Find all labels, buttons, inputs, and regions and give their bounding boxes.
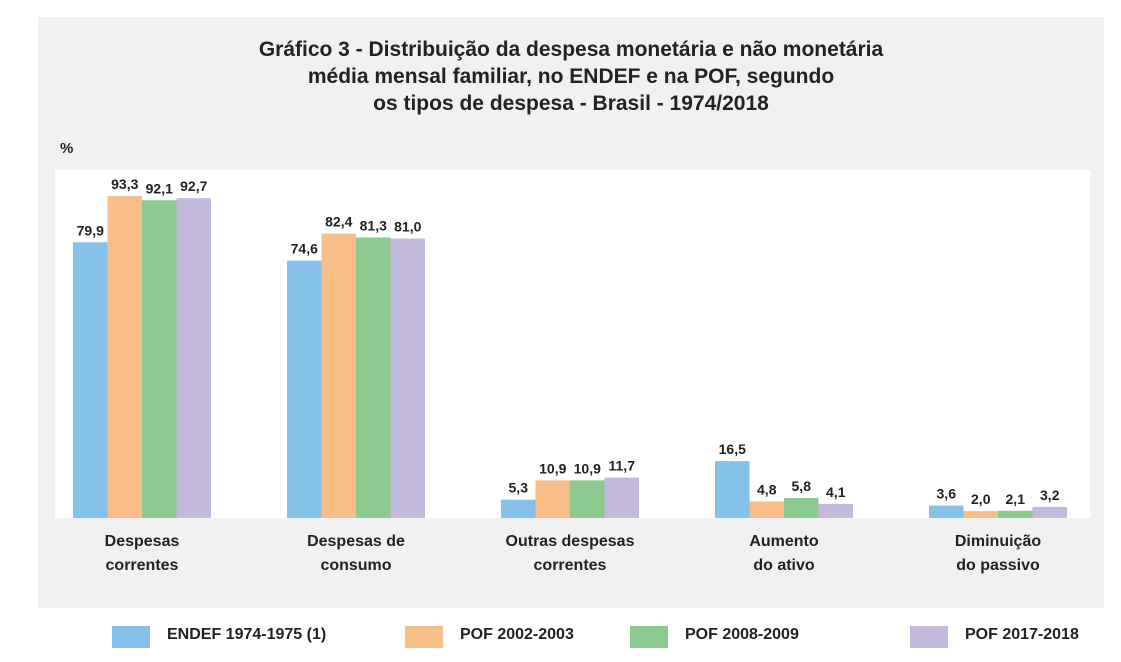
bar [963, 511, 998, 518]
data-label: 11,7 [609, 458, 636, 474]
bar [356, 237, 391, 518]
legend-swatch [910, 626, 948, 648]
data-label: 92,1 [146, 180, 173, 196]
bar [929, 505, 964, 518]
bar [107, 196, 142, 519]
data-label: 2,1 [1006, 491, 1026, 507]
bar [321, 233, 356, 518]
x-tick-label: Diminuição do passivo [954, 533, 1042, 574]
bar [749, 501, 784, 518]
data-label: 4,8 [757, 481, 777, 497]
data-label: 10,9 [574, 460, 601, 476]
bar [390, 238, 425, 519]
bar [818, 503, 853, 518]
bar [501, 499, 536, 518]
data-label: 2,0 [971, 491, 991, 507]
data-label: 3,2 [1040, 487, 1060, 503]
data-label: 5,8 [792, 478, 812, 494]
data-label: 82,4 [325, 214, 352, 230]
x-tick-label: Despesas correntes [104, 533, 180, 574]
x-tick-label: Despesas de consumo [307, 533, 405, 574]
legend-swatch [630, 626, 668, 648]
chart-title: Gráfico 3 - Distribuição da despesa mone… [258, 38, 884, 115]
bar [73, 242, 108, 518]
data-label: 3,6 [937, 486, 957, 502]
bar [998, 510, 1033, 518]
x-tick-label: Aumento do ativo [749, 533, 819, 574]
legend-label: POF 2002-2003 [460, 626, 574, 643]
plot-area [55, 170, 1090, 518]
bar [535, 480, 570, 518]
legend-label: ENDEF 1974-1975 (1) [167, 626, 327, 643]
bar [142, 200, 177, 518]
data-label: 74,6 [291, 241, 318, 257]
data-label: 81,3 [360, 218, 387, 234]
bar [1032, 506, 1067, 518]
bar [715, 461, 750, 518]
bar [570, 480, 605, 518]
bar [176, 198, 211, 518]
data-label: 5,3 [509, 480, 529, 496]
data-label: 92,7 [180, 178, 207, 194]
data-label: 93,3 [111, 176, 138, 192]
data-label: 10,9 [539, 460, 566, 476]
legend-label: POF 2017-2018 [965, 626, 1079, 643]
legend-swatch [405, 626, 443, 648]
data-label: 81,0 [394, 219, 421, 235]
bar [604, 477, 639, 518]
data-label: 4,1 [826, 484, 846, 500]
bar [784, 497, 819, 518]
legend-label: POF 2008-2009 [685, 626, 799, 643]
x-tick-label: Outras despesas correntes [505, 533, 635, 574]
data-label: 79,9 [77, 222, 104, 238]
legend-swatch [112, 626, 150, 648]
bar [287, 260, 322, 518]
data-label: 16,5 [719, 441, 746, 457]
y-axis-label: % [60, 140, 74, 157]
